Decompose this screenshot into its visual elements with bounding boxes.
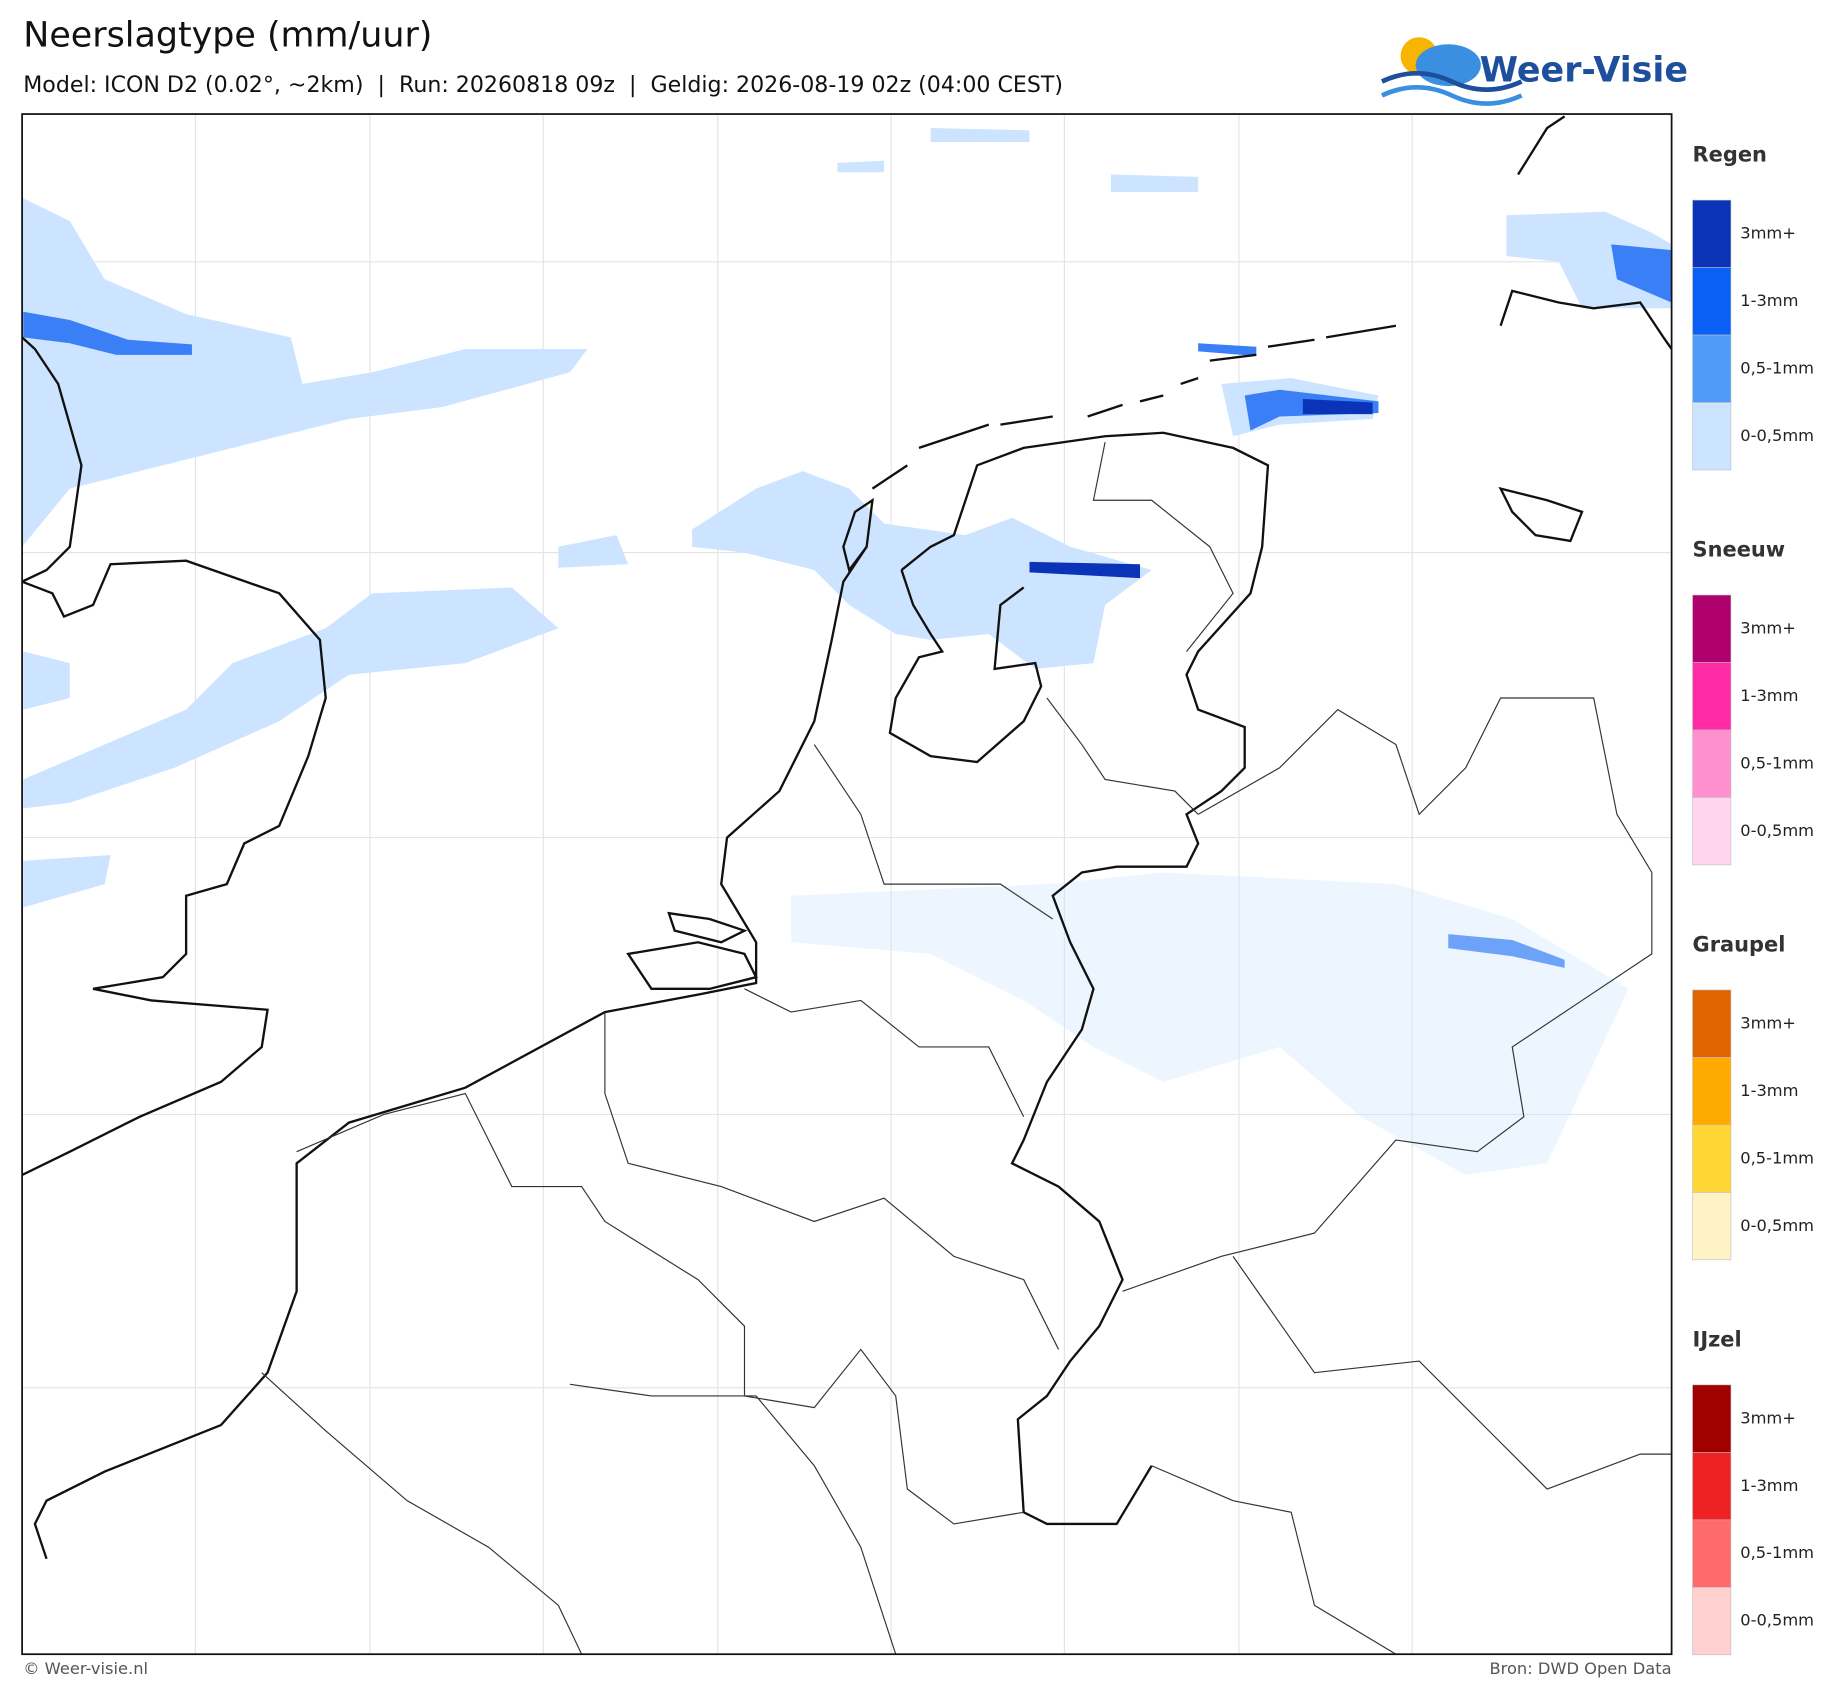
legend-title: IJzel [1693, 1328, 1742, 1352]
legend: Regen 3mm+ 1-3mm 0,5-1mm 0-0,5mm Sneeuw 3mm+ 1-… [1692, 143, 1814, 1656]
graticule [22, 114, 1672, 1655]
legend-label: 1-3mm [1740, 291, 1798, 310]
legend-swatch [1692, 1192, 1732, 1261]
legend-label: 0,5-1mm [1740, 753, 1814, 772]
legend-swatch [1692, 662, 1732, 731]
map-frame [21, 113, 1673, 1656]
legend-label: 0-0,5mm [1740, 821, 1814, 840]
footer-credit: © Weer-visie.nl [23, 1659, 148, 1678]
legend-swatch [1692, 1384, 1732, 1453]
legend-swatch [1692, 199, 1732, 268]
legend-title: Sneeuw [1693, 538, 1786, 562]
legend-label: 0,5-1mm [1740, 1148, 1814, 1167]
footer-source: Bron: DWD Open Data [1489, 1659, 1671, 1678]
legend-label: 3mm+ [1740, 618, 1796, 637]
legend-label: 0-0,5mm [1740, 1216, 1814, 1235]
legend-label: 1-3mm [1740, 686, 1798, 705]
map [22, 114, 1672, 1655]
legend-label: 1-3mm [1740, 1476, 1798, 1495]
legend-swatch [1692, 267, 1732, 336]
legend-label: 3mm+ [1740, 224, 1796, 243]
legend-swatch [1692, 729, 1732, 798]
legend-swatch [1692, 1452, 1732, 1521]
legend-label: 0-0,5mm [1740, 1611, 1814, 1630]
logo: Weer-Visie [1380, 37, 1688, 106]
legend-swatch [1692, 334, 1732, 403]
legend-title: Regen [1693, 143, 1767, 167]
logo-text: Weer-Visie [1480, 50, 1688, 90]
legend-label: 3mm+ [1740, 1013, 1796, 1032]
legend-swatch [1692, 594, 1732, 663]
legend-label: 1-3mm [1740, 1081, 1798, 1100]
legend-label: 0,5-1mm [1740, 358, 1814, 377]
title: Neerslagtype (mm/uur) [23, 16, 432, 56]
legend-swatch [1692, 989, 1732, 1058]
precipitation [22, 128, 1672, 1175]
borders [261, 441, 1672, 1655]
legend-label: 3mm+ [1740, 1408, 1796, 1427]
legend-swatch [1692, 1587, 1732, 1656]
subtitle: Model: ICON D2 (0.02°, ~2km) | Run: 2026… [23, 72, 1063, 98]
legend-swatch [1692, 1057, 1732, 1126]
legend-swatch [1692, 402, 1732, 471]
legend-title: Graupel [1693, 933, 1786, 957]
legend-label: 0,5-1mm [1740, 1543, 1814, 1562]
legend-swatch [1692, 1124, 1732, 1193]
legend-label: 0-0,5mm [1740, 426, 1814, 445]
legend-swatch [1692, 1519, 1732, 1588]
legend-swatch [1692, 797, 1732, 866]
